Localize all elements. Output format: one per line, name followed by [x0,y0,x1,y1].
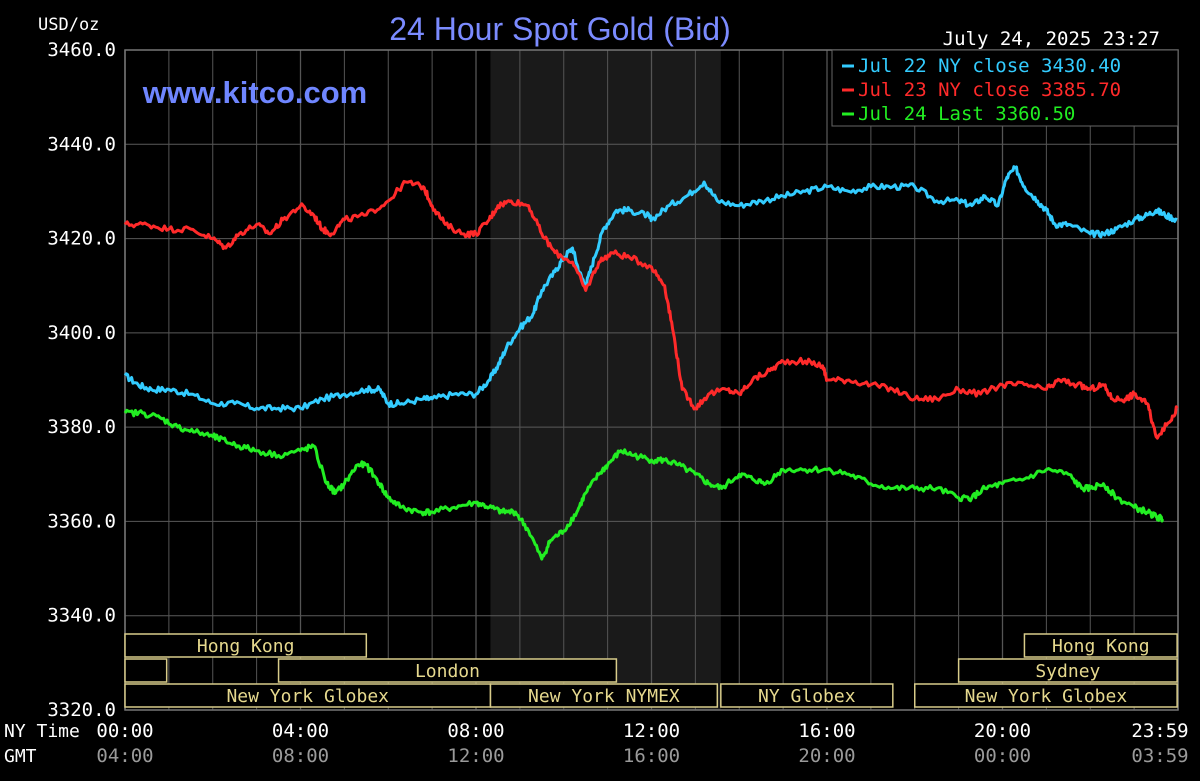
y-tick-label: 3460.0 [47,39,116,61]
x-tick-label: 04:00 [96,745,153,767]
market-session-label: Hong Kong [197,636,295,657]
plot-area-border [124,49,1179,711]
x-tick-label: 08:00 [272,745,329,767]
market-session-box [1023,633,1178,658]
chart-title: 24 Hour Spot Gold (Bid) [389,11,731,47]
series-line-1 [123,165,1178,413]
market-session-box [957,658,1178,683]
market-session-label: London [415,661,480,682]
x-tick-label: 20:00 [798,745,855,767]
y-axis-unit-label: USD/oz [38,15,99,35]
market-session-box [489,683,719,708]
price-series [123,165,1179,561]
x-tick-label: 12:00 [447,745,504,767]
time-row-label: GMT [4,746,37,767]
x-tick-label: 23:59 [1131,720,1188,742]
market-session-label: New York NYMEX [528,686,680,707]
x-axis-ticks: NY Time 00:00 04:00 08:00 12:00 16:00 20:00 23:… [4,720,1189,767]
series-line-2 [123,179,1179,440]
y-tick-label: 3360.0 [47,510,116,532]
y-tick-label: 3420.0 [47,228,116,250]
market-session-label: New York Globex [965,686,1128,707]
legend-box [831,49,1179,127]
market-session-label: Hong Kong [1052,636,1150,657]
website-label: www.kitco.com [142,75,368,110]
x-tick-label: 00:00 [974,745,1031,767]
x-tick-label: 08:00 [447,720,504,742]
market-session-label: New York Globex [226,686,389,707]
y-axis-ticks: 3460.0 3440.0 3420.0 3400.0 3380.0 3360.0 3340… [47,39,116,721]
shaded-session-band [490,50,721,710]
x-tick-label: 16:00 [798,720,855,742]
y-tick-label: 3400.0 [47,322,116,344]
time-row-label: NY Time [4,721,80,742]
x-tick-label: 04:00 [272,720,329,742]
chart-timestamp: July 24, 2025 23:27 [943,28,1160,50]
x-tick-label: 03:59 [1131,745,1188,767]
series-line-3 [123,408,1165,561]
x-tick-label: 16:00 [623,745,680,767]
legend-entry: Jul 24 Last 3360.50 [858,103,1075,125]
market-session-label: NY Globex [758,686,856,707]
x-tick-label: 00:00 [96,720,153,742]
market-session-box [124,658,168,683]
grid [124,49,1179,711]
market-session-box [914,683,1178,708]
x-tick-label: 20:00 [974,720,1031,742]
y-tick-label: 3440.0 [47,133,116,155]
market-session-label: Sydney [1035,661,1100,682]
legend-entry: Jul 22 NY close 3430.40 [858,55,1121,77]
nymex-session-shade [490,50,721,710]
market-session-box [124,633,368,658]
x-tick-label: 12:00 [623,720,680,742]
market-sessions: Hong Kong Hong Kong London Sydney New York G… [124,633,1178,708]
legend-entry: Jul 23 NY close 3385.70 [858,79,1121,101]
y-tick-label: 3380.0 [47,416,116,438]
y-tick-label: 3320.0 [47,699,116,721]
y-tick-label: 3340.0 [47,605,116,627]
market-session-box [720,683,894,708]
market-session-box [277,658,618,683]
